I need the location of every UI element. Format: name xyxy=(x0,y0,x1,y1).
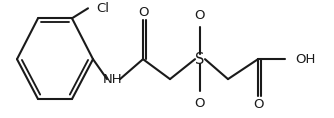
Text: Cl: Cl xyxy=(96,2,109,15)
Text: O: O xyxy=(139,6,149,19)
Text: S: S xyxy=(195,52,205,67)
Text: OH: OH xyxy=(295,53,315,66)
Text: O: O xyxy=(195,9,205,22)
Text: NH: NH xyxy=(103,73,123,86)
Text: O: O xyxy=(195,97,205,110)
Text: O: O xyxy=(254,98,264,111)
